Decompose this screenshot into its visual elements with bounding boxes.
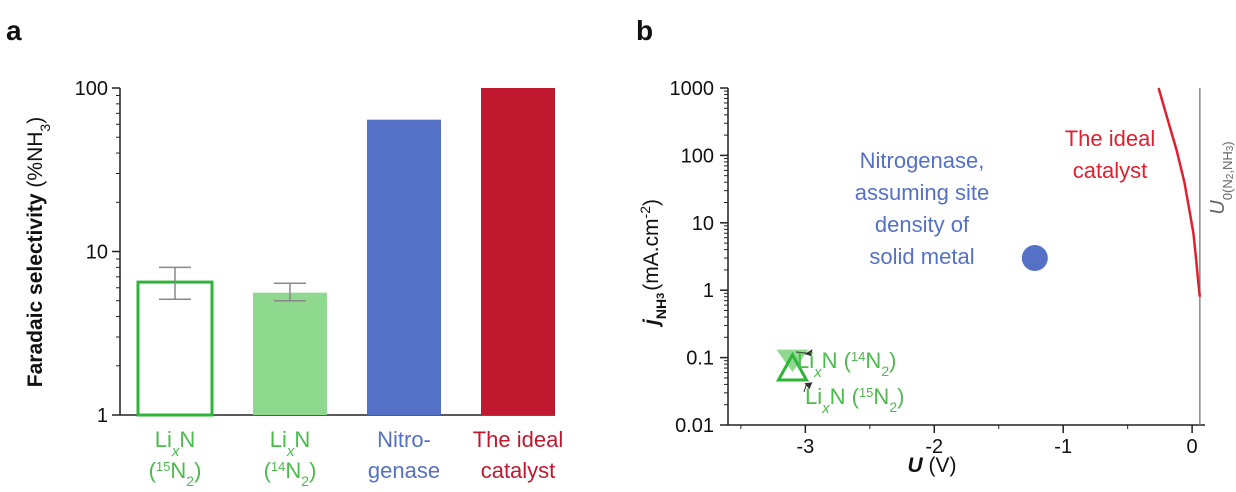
bar — [481, 88, 555, 415]
ideal-note-line-2: catalyst — [1073, 158, 1148, 183]
x-tick-label: -1 — [1054, 436, 1072, 458]
category-label-line-1: LixN — [155, 427, 196, 460]
scatter-chart-x-ticks: -3 -2 -1 0 — [740, 425, 1198, 458]
scatter-chart: 0.01 0.1 1 10 100 1000 -3 -2 -1 0 U (V) jNH3(mA.… — [637, 78, 1236, 477]
y-tick-label: 100 — [75, 78, 108, 100]
y-tick-label: 0.1 — [686, 348, 714, 370]
bar-chart-y-ticks: 1 10 100 — [75, 78, 120, 427]
scatter-chart-marks — [775, 87, 1202, 382]
li14-connector — [795, 351, 807, 354]
y-tick-label: 1 — [97, 405, 108, 427]
y-tick-label: 100 — [681, 145, 714, 167]
y-tick-label: 1000 — [670, 78, 715, 100]
category-label-line-1: LixN — [270, 427, 311, 460]
category-label-line-2: genase — [368, 458, 440, 483]
x-tick-label: -2 — [925, 436, 943, 458]
y-tick-label: 1 — [703, 280, 714, 302]
bar-chart-y-axis-label: Faradaic selectivity (%NH3) — [24, 117, 53, 387]
y-tick-label: 0.01 — [675, 415, 714, 437]
li15-arrowhead — [804, 382, 813, 390]
x-tick-label: -3 — [796, 436, 814, 458]
category-label-line-2: (14N2) — [264, 458, 317, 489]
bar-chart-bars — [136, 88, 555, 417]
panel-label-a: a — [6, 15, 22, 46]
nitrogenase-point — [1021, 245, 1048, 272]
scatter-chart-x-axis-label: U (V) — [908, 454, 957, 477]
li14-label: LixN (14N2) — [797, 348, 896, 381]
li15-connector — [803, 384, 807, 393]
panel-label-b: b — [636, 15, 653, 46]
nitrogenase-note-line-1: Nitrogenase, — [860, 148, 985, 173]
nitrogenase-note-line-2: assuming site — [855, 180, 990, 205]
category-label-line-1: The ideal — [473, 427, 564, 452]
scatter-chart-annotations — [795, 349, 813, 393]
bar — [367, 119, 441, 415]
bar — [136, 280, 214, 417]
nitrogenase-note-line-3: density of — [875, 212, 970, 237]
scatter-chart-axes — [727, 88, 1205, 426]
category-label-line-2: catalyst — [481, 458, 556, 483]
li14-arrowhead — [804, 349, 813, 357]
ideal-catalyst-annotation: The ideal catalyst — [1065, 126, 1156, 183]
li15-label: LixN (15N2) — [805, 384, 904, 417]
li14-point — [776, 349, 809, 372]
bar — [253, 292, 327, 415]
category-label-line-2: (15N2) — [149, 458, 202, 489]
nitrogenase-annotation: Nitrogenase, assuming site density of so… — [855, 148, 990, 269]
category-label-line-1: Nitro- — [377, 427, 431, 452]
u0-label: U0(N2,NH3) — [1207, 141, 1236, 214]
li15-point — [775, 351, 810, 382]
ideal-catalyst-curve — [1157, 87, 1202, 297]
y-tick-label: 10 — [86, 242, 108, 264]
y-tick-label: 10 — [692, 213, 714, 235]
x-tick-label: 0 — [1187, 436, 1198, 458]
scatter-chart-y-ticks: 0.01 0.1 1 10 100 1000 — [670, 78, 728, 437]
ideal-note-line-1: The ideal — [1065, 126, 1156, 151]
scatter-chart-y-axis-label: jNH3(mA.cm-2) — [637, 199, 669, 328]
nitrogenase-note-line-4: solid metal — [869, 244, 974, 269]
